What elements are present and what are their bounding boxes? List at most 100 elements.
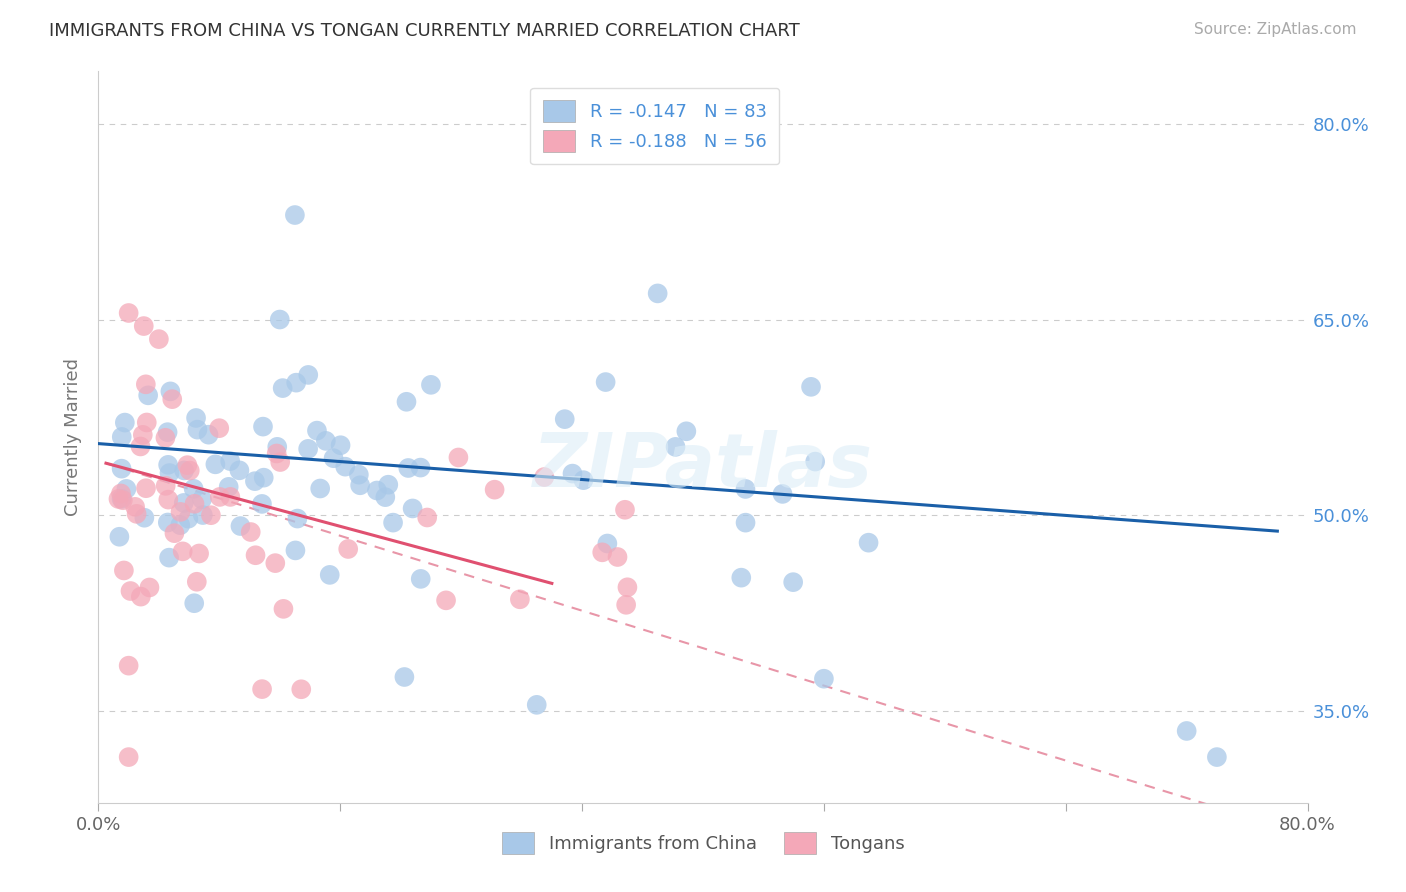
Point (110, 461, 132, 475)
Point (533, 470, 555, 484)
Point (135, 377, 157, 392)
Point (134, 510, 156, 524)
Point (734, 482, 756, 496)
Point (250, 682, 273, 697)
Point (509, 592, 531, 607)
Point (804, 454, 827, 468)
Point (409, 460, 432, 475)
Point (132, 319, 155, 334)
Point (374, 490, 396, 504)
Point (800, 380, 823, 394)
Point (118, 658, 141, 673)
Point (173, 496, 195, 510)
Point (115, 482, 138, 496)
Point (120, 584, 142, 599)
Point (200, 508, 222, 523)
Point (148, 332, 170, 346)
Point (266, 446, 288, 460)
Point (191, 492, 214, 507)
Point (228, 463, 250, 477)
Point (813, 672, 835, 686)
Point (177, 511, 200, 525)
Point (782, 575, 804, 590)
Point (183, 482, 205, 496)
Point (284, 543, 307, 558)
Point (284, 208, 307, 222)
Point (135, 416, 157, 430)
Point (349, 478, 371, 492)
Point (526, 698, 548, 712)
Point (191, 508, 214, 522)
Point (129, 590, 152, 604)
Point (305, 424, 328, 438)
Point (606, 549, 628, 564)
Point (484, 483, 506, 497)
Point (290, 682, 312, 697)
Point (416, 510, 439, 524)
Point (309, 482, 332, 496)
Point (1206, 750, 1229, 764)
Point (124, 500, 146, 514)
Point (204, 458, 226, 472)
Point (219, 454, 242, 468)
Point (734, 516, 756, 530)
Point (614, 502, 637, 516)
Text: ZIPatlas: ZIPatlas (533, 430, 873, 503)
Point (554, 412, 576, 426)
Point (447, 450, 470, 465)
Point (173, 463, 195, 477)
Point (287, 511, 309, 525)
Point (337, 541, 360, 556)
Point (125, 507, 148, 521)
Point (186, 574, 208, 589)
Point (591, 545, 613, 559)
Point (229, 519, 252, 533)
Point (572, 473, 595, 487)
Point (208, 490, 231, 504)
Point (675, 425, 697, 439)
Point (252, 419, 274, 434)
Point (858, 535, 880, 549)
Point (118, 306, 141, 320)
Point (377, 477, 399, 491)
Point (647, 286, 669, 301)
Point (269, 455, 291, 469)
Point (179, 464, 201, 478)
Point (155, 431, 177, 445)
Point (157, 550, 180, 565)
Point (110, 486, 132, 500)
Point (129, 440, 152, 454)
Point (114, 416, 136, 430)
Point (420, 377, 443, 392)
Point (269, 312, 291, 326)
Point (162, 392, 184, 406)
Point (184, 411, 207, 425)
Point (401, 501, 423, 516)
Point (772, 487, 794, 501)
Point (169, 518, 191, 533)
Point (366, 483, 388, 498)
Point (596, 536, 619, 550)
Point (172, 544, 194, 558)
Point (176, 458, 198, 472)
Point (347, 467, 370, 482)
Point (183, 596, 205, 610)
Point (595, 375, 617, 389)
Point (183, 497, 205, 511)
Point (155, 479, 177, 493)
Point (197, 427, 219, 442)
Point (110, 491, 132, 506)
Point (156, 516, 179, 530)
Point (409, 572, 432, 586)
Point (111, 493, 134, 508)
Point (118, 750, 141, 764)
Point (329, 438, 352, 452)
Point (730, 571, 752, 585)
Point (335, 459, 357, 474)
Point (1175, 723, 1198, 738)
Point (285, 376, 308, 390)
Point (243, 474, 266, 488)
Point (297, 442, 319, 456)
Point (271, 381, 294, 395)
Point (218, 480, 240, 494)
